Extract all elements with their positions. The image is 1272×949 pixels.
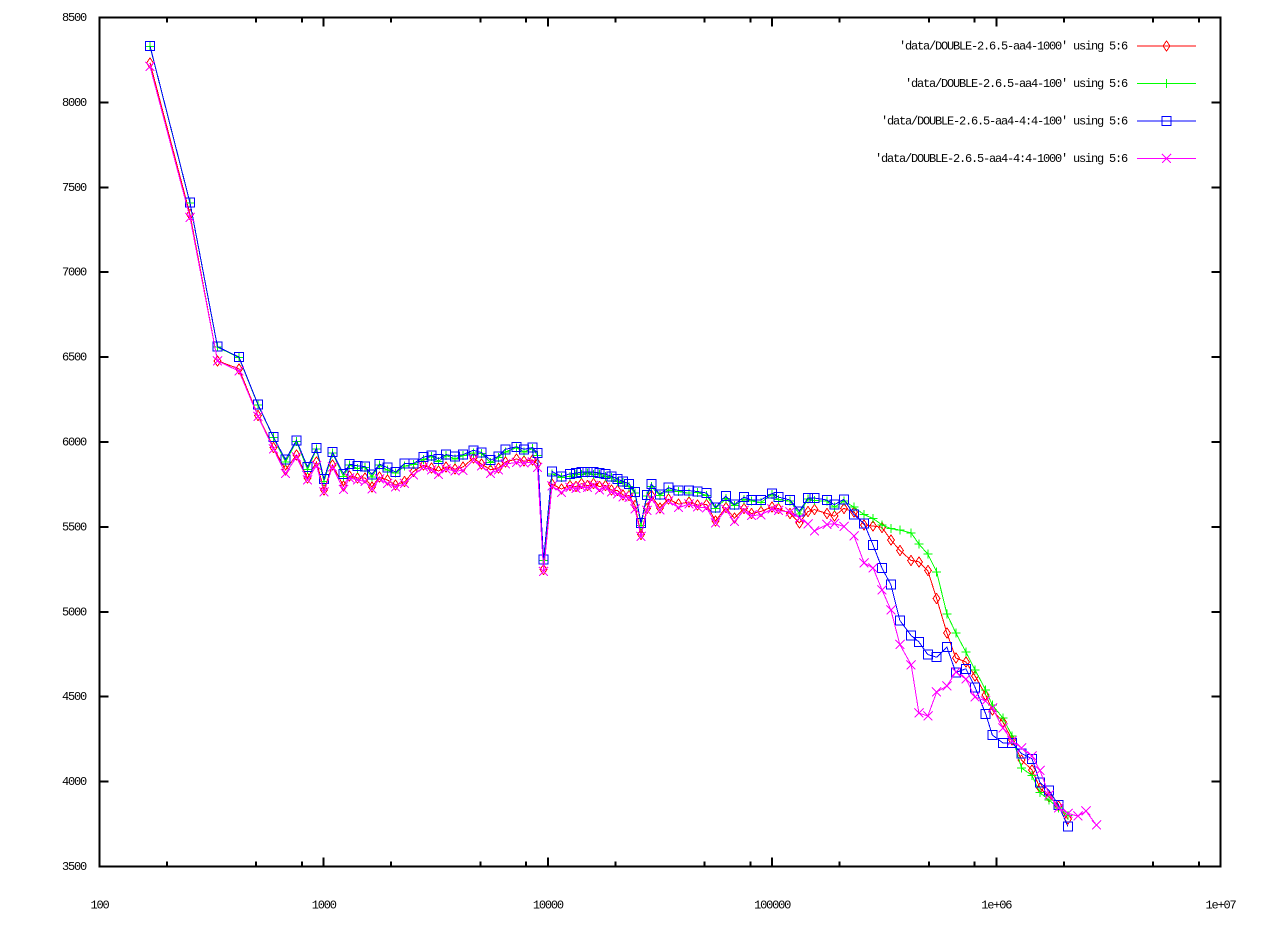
svg-text:8000: 8000 — [62, 96, 87, 110]
svg-text:1e+06: 1e+06 — [981, 899, 1012, 913]
svg-text:1e+07: 1e+07 — [1205, 899, 1236, 913]
svg-text:'data/DOUBLE-2.6.5-aa4-4:4-100: 'data/DOUBLE-2.6.5-aa4-4:4-1000' using 5… — [875, 152, 1128, 166]
svg-text:3500: 3500 — [62, 860, 87, 874]
svg-text:100000: 100000 — [754, 899, 791, 913]
svg-text:1000: 1000 — [312, 899, 337, 913]
svg-text:10000: 10000 — [533, 899, 564, 913]
svg-text:'data/DOUBLE-2.6.5-aa4-4:4-100: 'data/DOUBLE-2.6.5-aa4-4:4-100' using 5:… — [881, 115, 1128, 129]
svg-text:6500: 6500 — [62, 351, 87, 365]
svg-text:100: 100 — [90, 899, 109, 913]
svg-text:4500: 4500 — [62, 690, 87, 704]
svg-text:8500: 8500 — [62, 11, 87, 25]
svg-text:6000: 6000 — [62, 436, 87, 450]
svg-text:'data/DOUBLE-2.6.5-aa4-100' us: 'data/DOUBLE-2.6.5-aa4-100' using 5:6 — [905, 77, 1128, 91]
svg-text:4000: 4000 — [62, 775, 87, 789]
svg-text:7000: 7000 — [62, 266, 87, 280]
svg-text:'data/DOUBLE-2.6.5-aa4-1000' u: 'data/DOUBLE-2.6.5-aa4-1000' using 5:6 — [899, 40, 1128, 54]
svg-text:7500: 7500 — [62, 181, 87, 195]
svg-text:5000: 5000 — [62, 605, 87, 619]
svg-text:5500: 5500 — [62, 520, 87, 534]
